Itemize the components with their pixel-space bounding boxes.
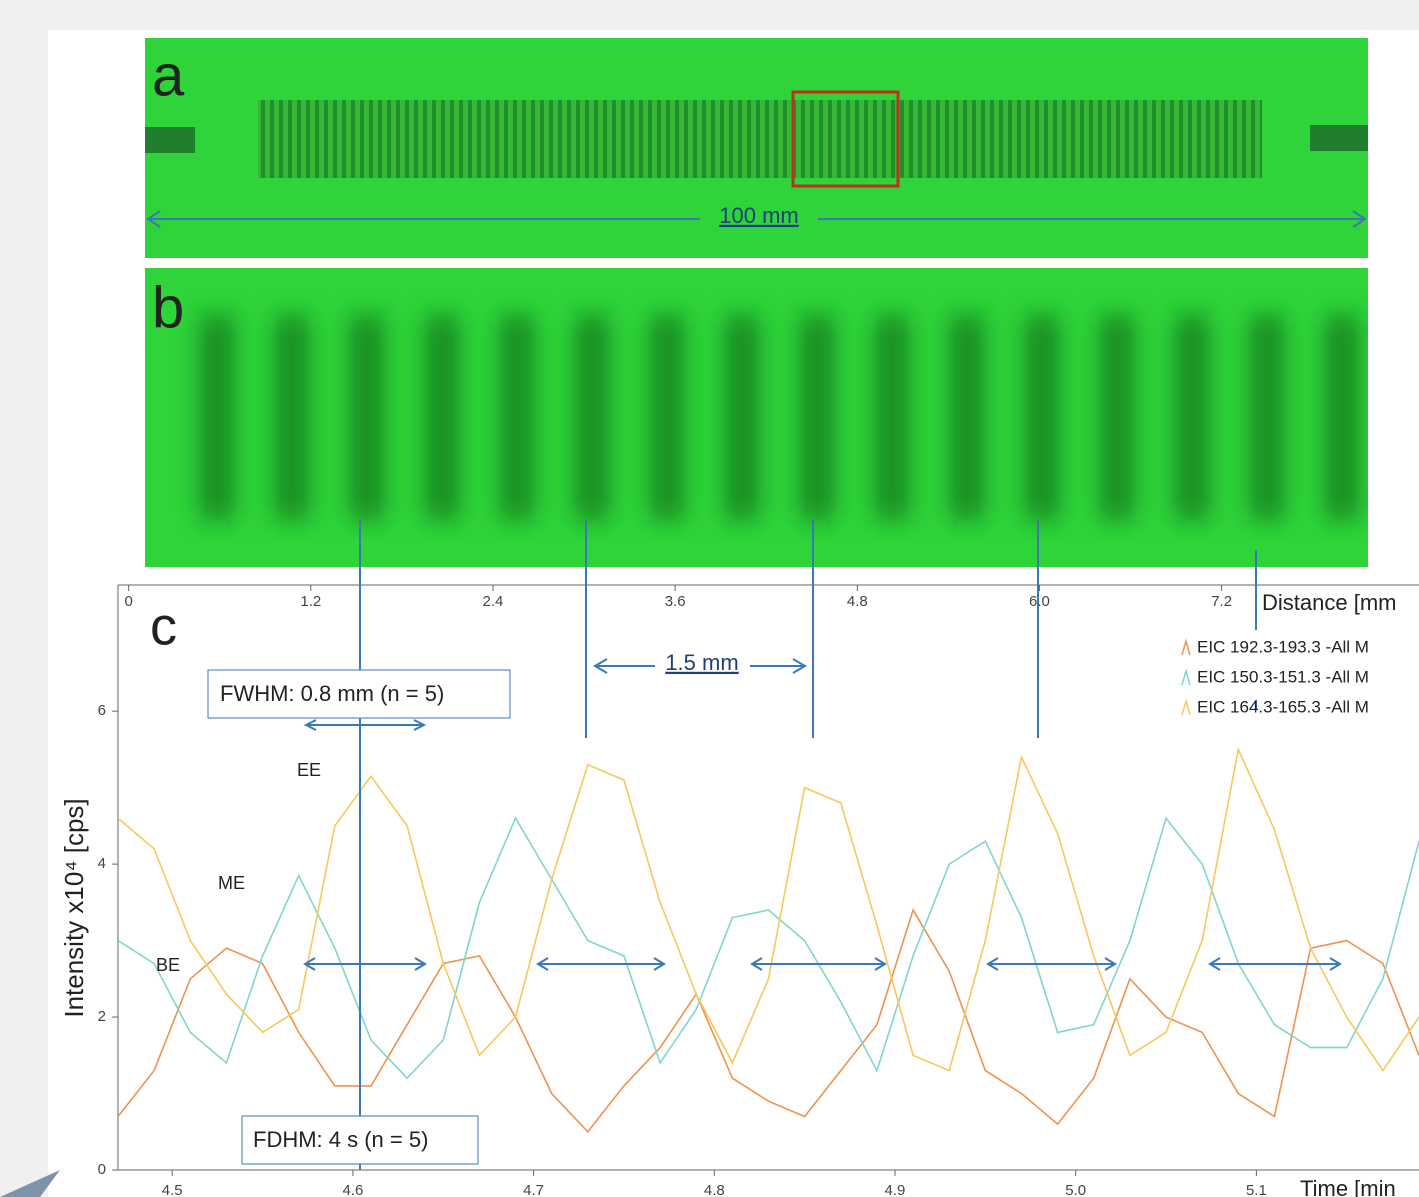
band [1250, 315, 1284, 520]
legend-label: EIC 164.3-165.3 -All M [1197, 697, 1369, 716]
x2-axis-title: Distance [mm [1262, 590, 1396, 615]
band [650, 315, 684, 520]
x2-tick-label: 6.0 [1029, 593, 1050, 610]
band [800, 315, 834, 520]
x2-tick-label: 2.4 [483, 593, 504, 610]
legend-label: EIC 192.3-193.3 -All M [1197, 637, 1369, 656]
annotation: FDHM: 4 s (n = 5) [253, 1127, 428, 1152]
x-tick-label: 5.0 [1065, 1182, 1086, 1197]
page: {"panels": {"a": {"label": "a", "scale_l… [0, 0, 1419, 1197]
y-tick-label: 2 [98, 1008, 106, 1025]
y-axis-title: Intensity x10⁴ [cps] [59, 798, 89, 1017]
x-tick-label: 4.8 [704, 1182, 725, 1197]
band [1175, 315, 1209, 520]
band [350, 315, 384, 520]
band [1325, 315, 1359, 520]
x2-tick-label: 0 [124, 593, 132, 610]
band [1025, 315, 1059, 520]
x-tick-label: 4.6 [342, 1182, 363, 1197]
x-tick-label: 4.9 [885, 1182, 906, 1197]
series-label: ME [218, 873, 245, 893]
x2-tick-label: 4.8 [847, 593, 868, 610]
band [1100, 315, 1134, 520]
band [275, 315, 309, 520]
y-tick-label: 6 [98, 702, 106, 719]
band [875, 315, 909, 520]
x-tick-label: 4.5 [162, 1182, 183, 1197]
x-tick-label: 4.7 [523, 1182, 544, 1197]
y-tick-label: 0 [98, 1161, 106, 1178]
x-axis-title: Time [min [1300, 1176, 1396, 1197]
x2-tick-label: 7.2 [1211, 593, 1232, 610]
panel-label: a [152, 43, 185, 108]
x2-tick-label: 3.6 [665, 593, 686, 610]
band [200, 315, 234, 520]
legend-label: EIC 150.3-151.3 -All M [1197, 667, 1369, 686]
scale-label: 100 mm [719, 203, 798, 228]
series-label: EE [297, 760, 321, 780]
annotation: FWHM: 0.8 mm (n = 5) [220, 681, 444, 706]
series-label: BE [156, 955, 180, 975]
x-tick-label: 5.1 [1246, 1182, 1267, 1197]
stripe-array [258, 100, 1262, 178]
band [575, 315, 609, 520]
band [500, 315, 534, 520]
marker-block [1310, 125, 1368, 151]
marker-block [145, 127, 195, 153]
panel-label: c [150, 596, 177, 656]
band [425, 315, 459, 520]
figure: 100 mm a b c Distance [mm Time [min Inte… [0, 0, 1419, 1197]
band [950, 315, 984, 520]
annotation: 1.5 mm [665, 650, 738, 675]
panel-label: b [152, 275, 184, 340]
y-tick-label: 4 [98, 855, 106, 872]
x2-tick-label: 1.2 [300, 593, 321, 610]
band [725, 315, 759, 520]
